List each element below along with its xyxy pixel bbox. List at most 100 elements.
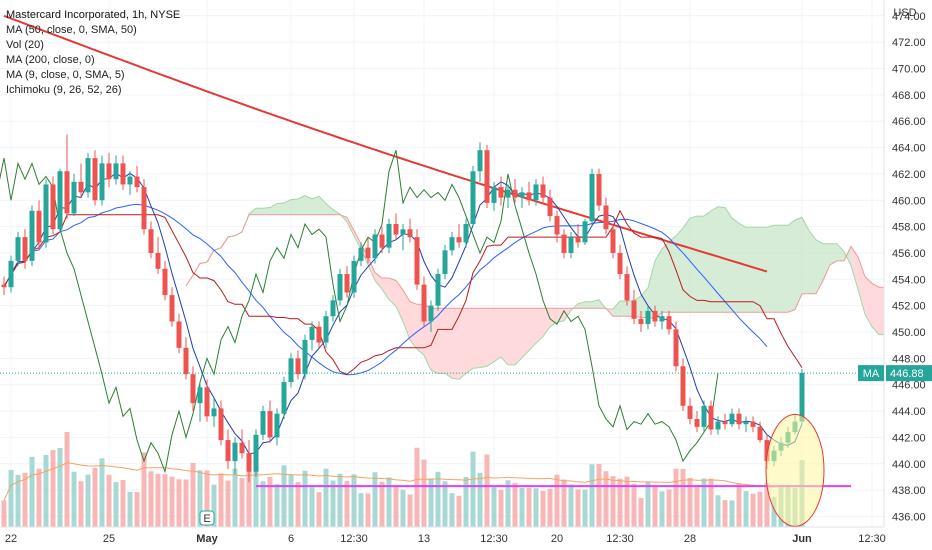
y-tick-label: 436.00 <box>892 511 926 523</box>
candle-body <box>554 216 560 235</box>
candle-body <box>1 284 7 288</box>
candle-body <box>239 442 245 454</box>
cloud-segment <box>466 308 473 374</box>
candle-body <box>330 300 336 317</box>
cloud-segment <box>620 301 627 317</box>
ma-50-line <box>3 203 768 376</box>
volume-bar <box>631 483 637 527</box>
legend-ma-9[interactable]: MA (9, close, 0, SMA, 5) <box>6 69 125 81</box>
cloud-segment <box>802 217 809 294</box>
cloud-segment <box>753 227 760 313</box>
cloud-segment <box>445 308 452 379</box>
volume-bar <box>428 478 434 527</box>
legend-ichimoku[interactable]: Ichimoku (9, 26, 52, 26) <box>6 84 122 96</box>
x-tick-label: 28 <box>684 533 696 545</box>
volume-bar <box>582 489 588 527</box>
volume-bar <box>617 478 623 527</box>
currency-label: USD <box>893 7 916 19</box>
x-tick-label: 22 <box>5 533 17 545</box>
x-tick-label: Jun <box>792 533 812 545</box>
candle-body <box>582 221 588 243</box>
time-axis[interactable]: 22 25 May 6 12:30 13 12:30 20 12:30 28 Jun 12:30 <box>0 526 932 550</box>
legend-ma-50[interactable]: MA (50, close, 0, SMA, 50) <box>6 24 137 36</box>
cloud-segment <box>501 308 508 365</box>
volume-bar <box>624 476 630 527</box>
x-tick-label: 20 <box>551 533 563 545</box>
x-tick-label: 12:30 <box>340 533 368 545</box>
cloud-segment <box>256 208 263 215</box>
volume-bar <box>274 484 280 527</box>
volume-bar <box>15 474 21 527</box>
candle-body <box>344 274 350 293</box>
candle-body <box>155 252 161 269</box>
volume-bar <box>204 470 210 527</box>
y-tick-label: 460.00 <box>892 195 926 207</box>
volume-bar <box>743 491 749 527</box>
cloud-segment <box>277 202 284 215</box>
candle-body <box>428 305 434 322</box>
volume-bar <box>638 498 644 527</box>
candle-body <box>610 229 616 253</box>
candle-body <box>106 163 112 180</box>
cloud-segment <box>683 218 690 313</box>
y-tick-label: 448.00 <box>892 353 926 365</box>
volume-bar <box>470 451 476 527</box>
candle-body <box>43 184 49 243</box>
price-axis[interactable]: 436.00 438.00 440.00 442.00 444.00 446.00 448.… <box>858 0 932 550</box>
cloud-segment <box>347 217 354 236</box>
volume-bar <box>78 481 84 527</box>
candle-body <box>22 237 28 261</box>
cloud-segment <box>767 225 774 313</box>
volume-bar <box>554 474 560 527</box>
ma-200-line <box>3 14 768 273</box>
candle-body <box>533 184 539 201</box>
candle-body <box>260 411 266 435</box>
highlight-ellipse <box>765 413 825 527</box>
candle-body <box>113 163 119 180</box>
volume-bar <box>127 491 133 527</box>
y-tick-label: 464.00 <box>892 143 926 155</box>
volume-bar <box>519 487 525 527</box>
cloud-segment <box>305 195 312 215</box>
volume-bar <box>736 483 742 527</box>
volume-bar <box>8 469 14 527</box>
candle-body <box>561 234 567 253</box>
candle-body <box>169 295 175 322</box>
candle-body <box>71 181 77 214</box>
candle-body <box>197 387 203 404</box>
volume-bar <box>155 473 161 527</box>
cloud-segment <box>487 308 494 367</box>
volume-bar <box>141 452 147 527</box>
x-tick-label: 12:30 <box>858 533 886 545</box>
volume-bar <box>666 489 672 527</box>
candle-body <box>666 316 672 330</box>
candle-body <box>190 374 196 404</box>
cloud-segment <box>739 223 746 313</box>
volume-bar <box>183 479 189 527</box>
candle-body <box>589 173 595 222</box>
volume-bar <box>316 492 322 527</box>
volume-bar <box>645 481 651 527</box>
cloud-segment <box>641 287 648 318</box>
candle-body <box>400 229 406 235</box>
y-tick-label: 462.00 <box>892 169 926 181</box>
x-tick-label: 12:30 <box>480 533 508 545</box>
candle-body <box>736 413 742 425</box>
candle-body <box>316 326 322 343</box>
candle-body <box>232 442 238 462</box>
volume-bar <box>253 467 259 527</box>
ichimoku-span-b <box>185 214 932 320</box>
legend-ma-200[interactable]: MA (200, close, 0) <box>6 54 95 66</box>
legend-volume[interactable]: Vol (20) <box>6 39 44 51</box>
candle-body <box>267 411 273 438</box>
cloud-segment <box>522 308 529 358</box>
ichimoku-cloud <box>185 195 932 380</box>
cloud-segment <box>396 280 403 322</box>
volume-bar <box>288 474 294 527</box>
volume-bar <box>463 476 469 527</box>
cloud-segment <box>312 196 319 215</box>
volume-bar <box>477 472 483 527</box>
volume-bar <box>309 487 315 527</box>
